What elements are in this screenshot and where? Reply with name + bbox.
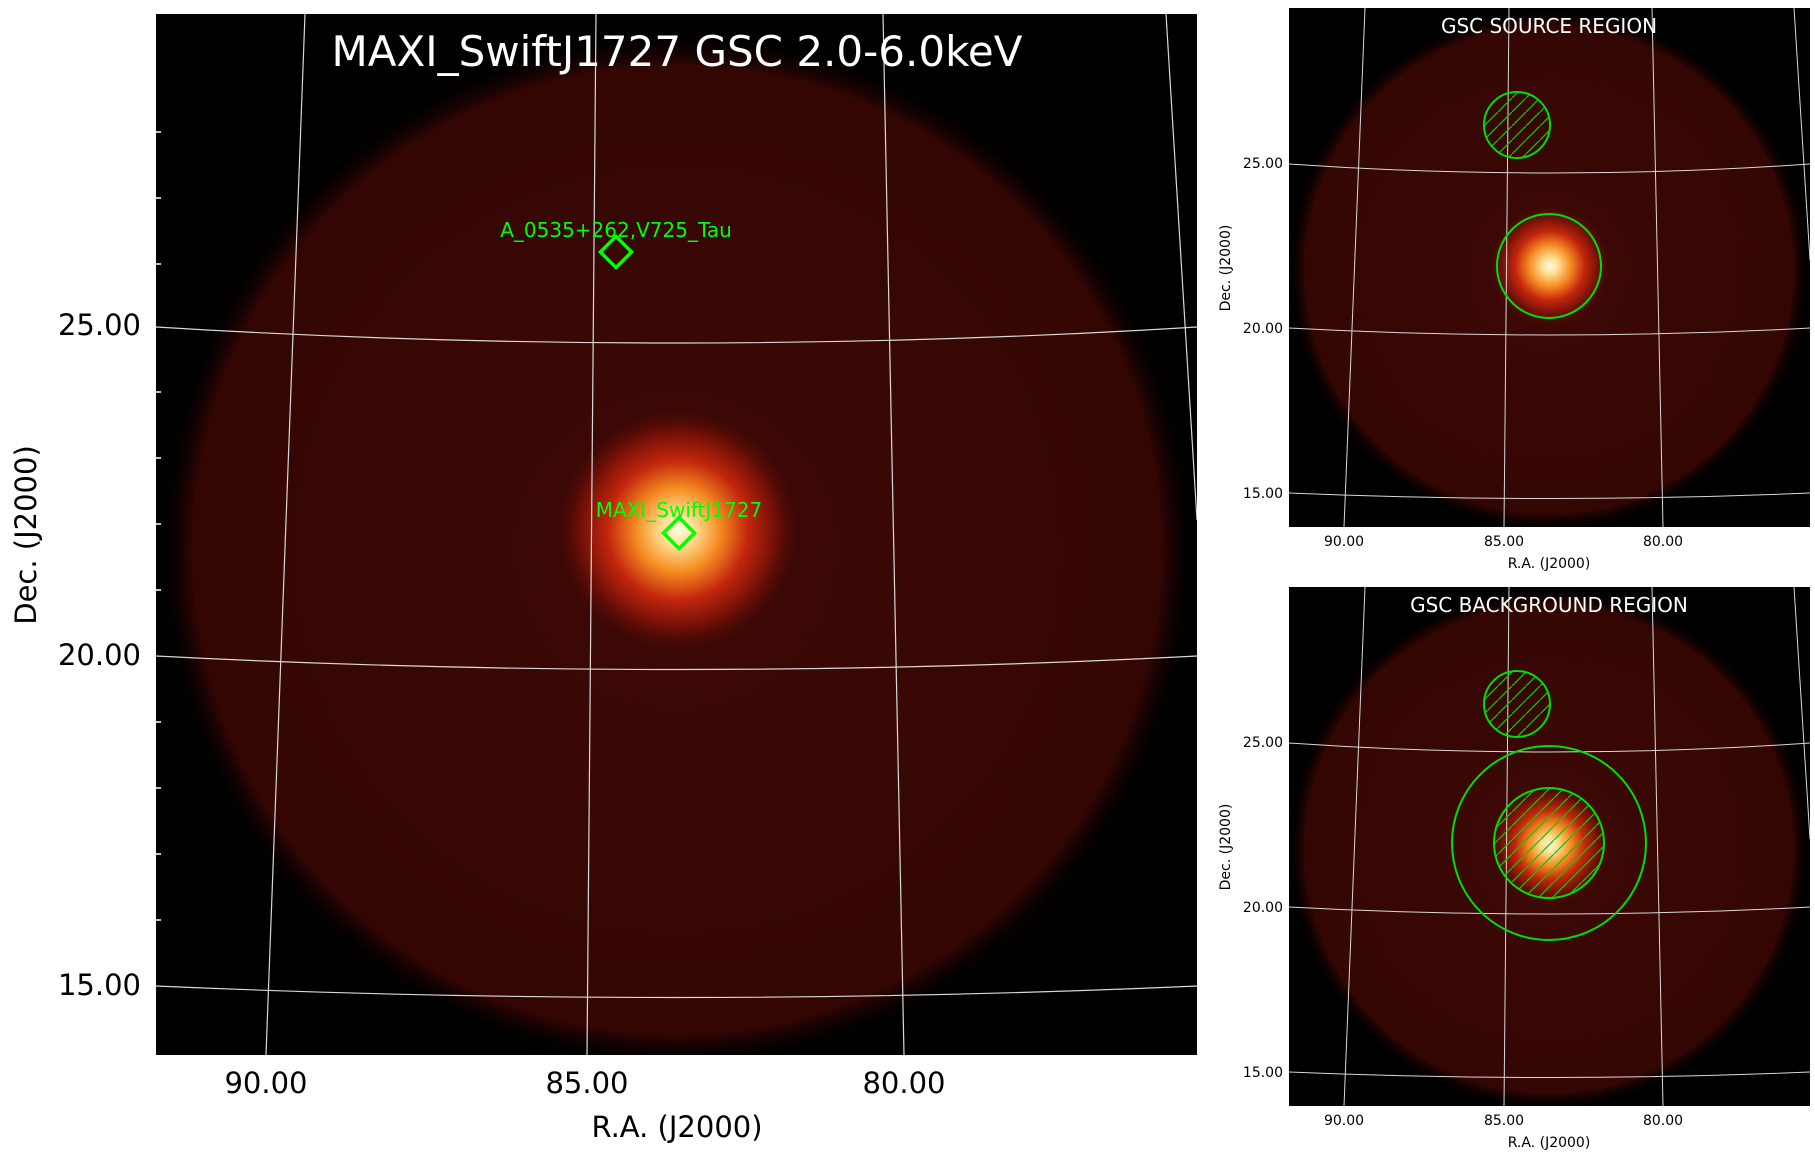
p0-grid-ra-75 xyxy=(1793,8,1810,261)
p0-excluded-region xyxy=(1483,91,1551,159)
source-region-panel: GSC SOURCE REGION 25.00 20.00 15.00 90.0… xyxy=(1218,8,1810,572)
p0-ytick-15: 15.00 xyxy=(1243,486,1283,502)
p1-grid-dec-25 xyxy=(1289,742,1810,753)
p1-xtick-80: 80.00 xyxy=(1643,1113,1683,1129)
p1-y-ticklabels: 25.00 20.00 15.00 xyxy=(1243,735,1283,1081)
p1-grid-dec-20 xyxy=(1289,906,1810,915)
main-ytick-15: 15.00 xyxy=(58,968,141,1002)
main-panel: A_0535+262,V725_Tau MAXI_SwiftJ1727 MAXI… xyxy=(9,14,1197,1144)
main-grid-ra-85 xyxy=(586,14,597,1055)
p1-x-axis-label: R.A. (J2000) xyxy=(1508,1135,1591,1151)
p0-ytick-20: 20.00 xyxy=(1243,321,1283,337)
main-y-axis-label: Dec. (J2000) xyxy=(9,445,43,625)
p1-grid-ra-80 xyxy=(1651,587,1664,1106)
p0-ytick-25: 25.00 xyxy=(1243,156,1283,172)
marker-label-maxi: MAXI_SwiftJ1727 xyxy=(596,498,762,522)
main-grid-ra-90 xyxy=(265,14,306,1055)
main-grid-dec-25 xyxy=(156,326,1197,344)
p0-xtick-90: 90.00 xyxy=(1324,534,1364,550)
main-grid-dec-15 xyxy=(156,985,1197,999)
main-x-axis-label: R.A. (J2000) xyxy=(591,1110,762,1144)
main-xtick-80: 80.00 xyxy=(862,1066,945,1100)
p0-grid-dec-15 xyxy=(1289,492,1810,499)
main-xtick-85: 85.00 xyxy=(545,1066,628,1100)
main-grid-ra-80 xyxy=(882,14,905,1055)
p0-xtick-80: 80.00 xyxy=(1643,534,1683,550)
p0-grid-ra-90 xyxy=(1343,8,1366,527)
marker-diamond-a0535 xyxy=(597,233,635,271)
main-source-glow xyxy=(553,405,803,655)
p1-ytick-25: 25.00 xyxy=(1243,735,1283,751)
p1-x-ticklabels: 90.00 85.00 80.00 xyxy=(1324,1113,1683,1129)
p1-excluded-region xyxy=(1483,670,1551,738)
p1-ytick-20: 20.00 xyxy=(1243,900,1283,916)
p1-ytick-15: 15.00 xyxy=(1243,1065,1283,1081)
marker-label-a0535: A_0535+262,V725_Tau xyxy=(500,218,732,242)
p0-source-glow xyxy=(1488,204,1612,328)
p0-title: GSC SOURCE REGION xyxy=(1441,14,1657,38)
main-xtick-90: 90.00 xyxy=(224,1066,307,1100)
main-x-ticklabels: 90.00 85.00 80.00 xyxy=(224,1066,945,1100)
p1-source-exclusion xyxy=(1493,787,1605,899)
p0-grid-dec-25 xyxy=(1289,163,1810,174)
main-ytick-20: 20.00 xyxy=(58,638,141,672)
p1-xtick-85: 85.00 xyxy=(1484,1113,1524,1129)
main-ticks xyxy=(156,131,161,921)
p1-grid-ra-75 xyxy=(1793,587,1810,840)
p1-grid-dec-15 xyxy=(1289,1071,1810,1078)
p0-y-axis-label: Dec. (J2000) xyxy=(1218,225,1234,312)
p0-x-ticklabels: 90.00 85.00 80.00 xyxy=(1324,534,1683,550)
p1-y-axis-label: Dec. (J2000) xyxy=(1218,804,1234,891)
p1-title: GSC BACKGROUND REGION xyxy=(1410,593,1688,617)
p0-y-ticklabels: 25.00 20.00 15.00 xyxy=(1243,156,1283,502)
p1-xtick-90: 90.00 xyxy=(1324,1113,1364,1129)
main-grid-ra-75 xyxy=(1165,14,1197,521)
main-grid-dec-20 xyxy=(156,655,1197,671)
background-region-panel: GSC BACKGROUND REGION 25.00 20.00 15.00 … xyxy=(1218,587,1810,1151)
main-ytick-25: 25.00 xyxy=(58,308,141,342)
p0-xtick-85: 85.00 xyxy=(1484,534,1524,550)
main-title: MAXI_SwiftJ1727 GSC 2.0-6.0keV xyxy=(332,27,1023,76)
p1-background-annulus-outer xyxy=(1451,745,1647,941)
marker-diamond-maxi xyxy=(660,514,698,552)
p0-source-region xyxy=(1496,213,1602,319)
p0-x-axis-label: R.A. (J2000) xyxy=(1508,556,1591,572)
p0-grid-dec-20 xyxy=(1289,327,1810,336)
main-y-ticklabels: 25.00 20.00 15.00 xyxy=(58,308,141,1002)
p1-grid-ra-90 xyxy=(1343,587,1366,1106)
p0-grid-ra-80 xyxy=(1651,8,1664,527)
